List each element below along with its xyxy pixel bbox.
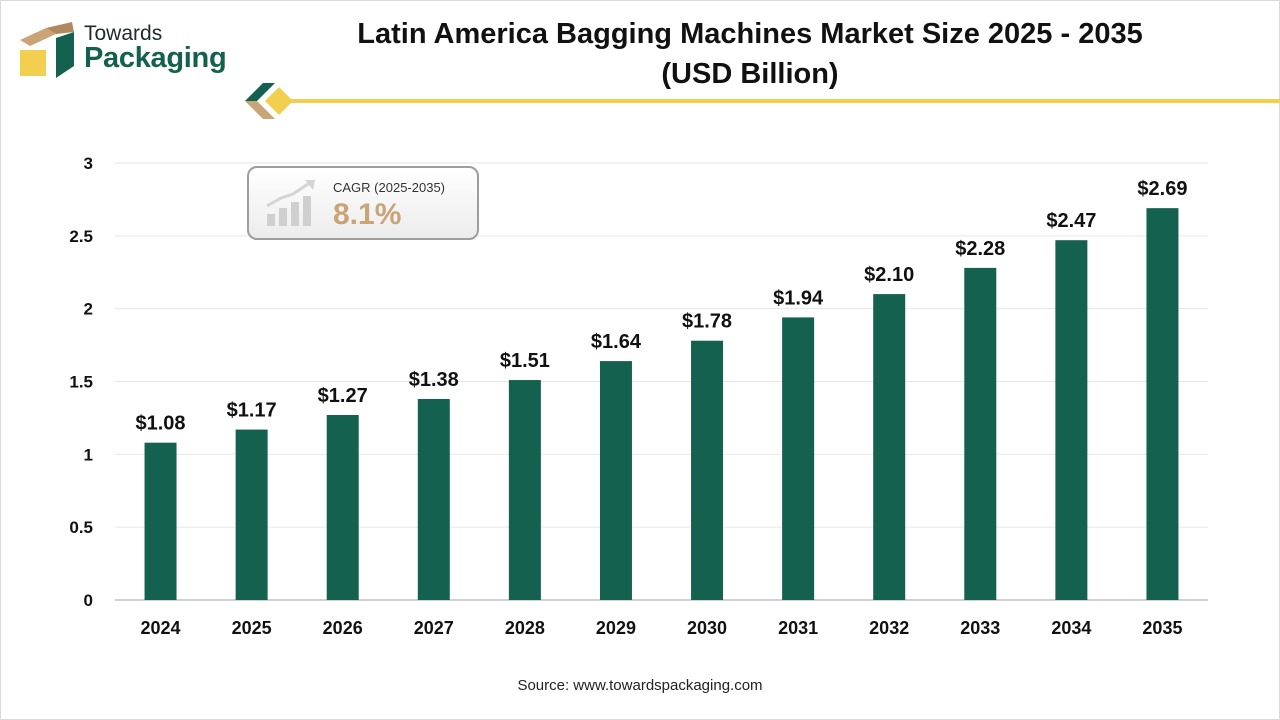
source-note: Source: www.towardspackaging.com [517, 677, 763, 694]
x-tick-label: 2025 [232, 618, 272, 638]
y-tick-label: 1.5 [69, 373, 93, 392]
logo-text-towards: Towards [84, 22, 163, 45]
logo: Towards Packaging [16, 22, 246, 82]
bar [326, 415, 359, 600]
x-tick-label: 2034 [1051, 618, 1091, 638]
y-tick-label: 2 [84, 300, 93, 319]
bar [1055, 240, 1088, 600]
chart-title-line1: Latin America Bagging Machines Market Si… [357, 18, 1143, 50]
bar [508, 380, 541, 600]
data-label: $1.94 [773, 287, 824, 309]
y-tick-label: 0.5 [69, 518, 93, 537]
bar [1146, 208, 1179, 600]
y-tick-label: 1 [84, 445, 93, 464]
bar [235, 429, 268, 600]
growth-chart-icon [266, 180, 315, 226]
chart-title: Latin America Bagging Machines Market Si… [300, 14, 1200, 94]
x-tick-label: 2029 [596, 618, 636, 638]
bar [964, 267, 997, 600]
logo-text-packaging: Packaging [84, 42, 227, 74]
x-tick-label: 2032 [869, 618, 909, 638]
bar [691, 340, 724, 600]
y-tick-label: 3 [84, 154, 93, 173]
x-tick-label: 2024 [141, 618, 181, 638]
y-tick-label: 0 [84, 591, 93, 610]
divider-line [290, 99, 1280, 103]
logo-box-icon [20, 22, 74, 78]
bar [599, 361, 632, 600]
data-label: $1.27 [318, 385, 368, 407]
divider-diamond-icon [245, 83, 293, 119]
cagr-label: CAGR (2025-2035) [333, 180, 445, 195]
data-label: $2.47 [1046, 210, 1096, 232]
x-tick-label: 2033 [960, 618, 1000, 638]
cagr-box: CAGR (2025-2035) 8.1% [247, 166, 479, 240]
data-label: $2.28 [955, 238, 1005, 260]
data-label: $1.51 [500, 350, 550, 372]
data-label: $1.78 [682, 311, 732, 333]
bar [144, 442, 177, 600]
data-label: $2.10 [864, 264, 914, 286]
bar [873, 294, 906, 600]
data-label: $1.17 [227, 400, 277, 422]
y-tick-label: 2.5 [69, 227, 93, 246]
cagr-value: 8.1% [333, 198, 402, 231]
x-tick-label: 2026 [323, 618, 363, 638]
x-tick-label: 2028 [505, 618, 545, 638]
bar [417, 398, 450, 600]
data-label: $1.64 [591, 331, 642, 353]
data-label: $1.08 [136, 413, 186, 435]
chart-title-line2: (USD Billion) [661, 58, 839, 90]
x-tick-label: 2035 [1142, 618, 1182, 638]
x-tick-label: 2027 [414, 618, 454, 638]
data-label: $2.69 [1137, 178, 1187, 200]
x-tick-label: 2031 [778, 618, 818, 638]
data-label: $1.38 [409, 369, 459, 391]
bar [782, 317, 815, 600]
x-tick-label: 2030 [687, 618, 727, 638]
